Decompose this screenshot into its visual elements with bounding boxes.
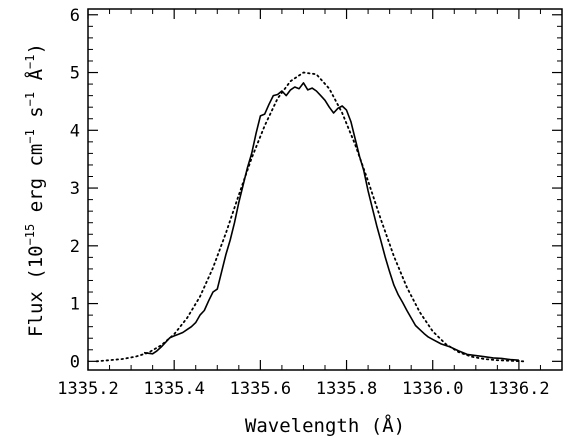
y-label-mid1: erg cm	[25, 144, 47, 224]
x-axis-label: Wavelength (Å)	[245, 414, 405, 437]
y-tick-label: 4	[70, 121, 80, 141]
axis-tick-labels: 1335.2 1335.4 1335.6 1335.8 1336.0 1336.2 0 1 2 3…	[57, 6, 549, 399]
x-tick-label: 1336.0	[402, 379, 463, 399]
axis-ticks	[87, 9, 563, 370]
y-label-mid3: Å	[24, 68, 47, 91]
y-label-exp2: −1	[23, 129, 37, 143]
plot-frame	[87, 8, 563, 371]
x-tick-label: 1335.8	[316, 379, 377, 399]
x-tick-label: 1335.4	[143, 379, 204, 399]
x-tick-label: 1335.6	[230, 379, 291, 399]
x-tick-label: 1335.2	[57, 379, 118, 399]
model-fit-dotted-line	[95, 71, 525, 363]
y-tick-label: 3	[70, 179, 80, 199]
series-group	[95, 71, 525, 363]
x-tick-label: 1336.2	[488, 379, 549, 399]
y-label-prefix: Flux (10	[25, 245, 47, 337]
y-label-exp3: −1	[23, 92, 37, 106]
observed-spectrum-line	[143, 82, 519, 361]
y-axis-label: Flux (10−15 erg cm−1 s−1 Å−1)	[23, 43, 47, 337]
y-label-mid2: s	[25, 106, 47, 129]
y-label-exp4: −1	[23, 55, 37, 69]
y-tick-label: 0	[70, 352, 80, 372]
y-tick-label: 5	[70, 64, 80, 84]
y-tick-label: 2	[70, 237, 80, 257]
y-tick-label: 6	[70, 6, 80, 26]
y-label-exp1: −15	[23, 224, 37, 246]
y-tick-label: 1	[70, 295, 80, 315]
y-label-suffix: )	[25, 43, 47, 54]
